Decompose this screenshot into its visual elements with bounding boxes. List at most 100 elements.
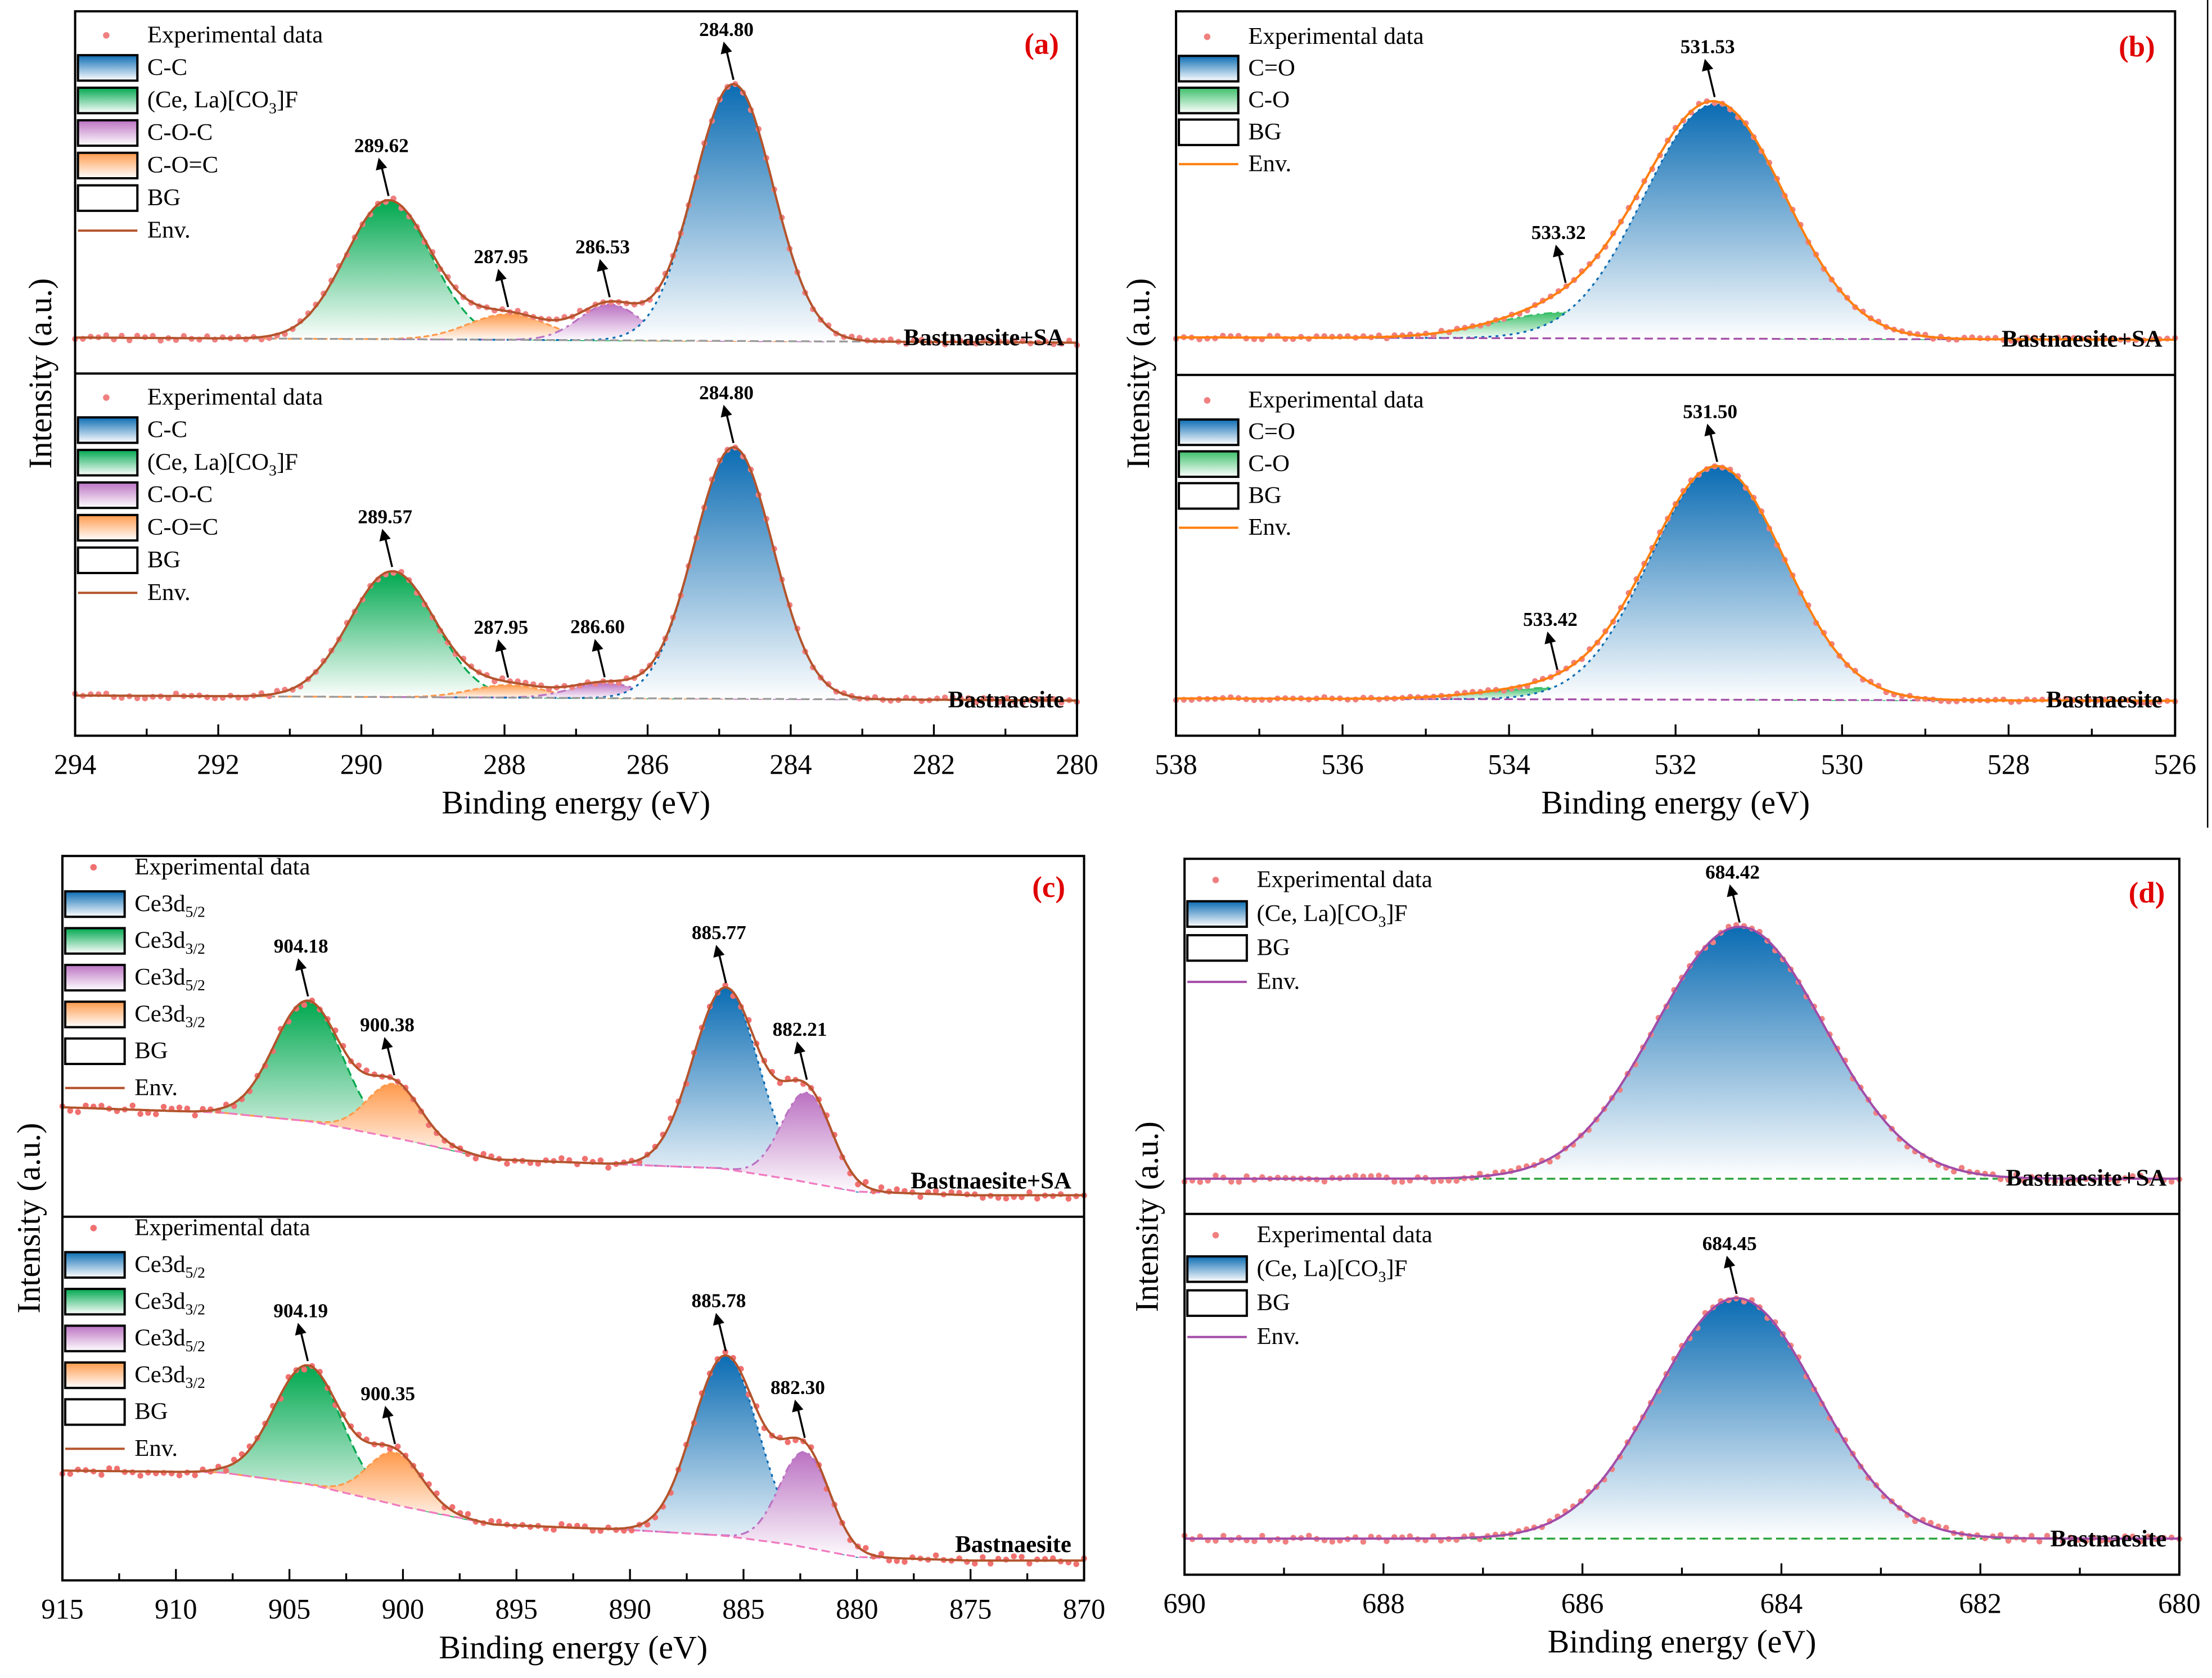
peak-fill [204,1452,586,1528]
legend-label-subscript: 5/2 [186,1337,205,1355]
legend-label-text: BG [147,547,181,573]
experimental-data-point [1065,1196,1072,1202]
legend-item: Ce3d5/2 [64,963,205,994]
legend-label-text: Experimental data [134,854,310,880]
legend-label-suffix: ]F [277,87,298,113]
legend-item: Experimental data [90,1214,310,1241]
legend-item: C-C [76,54,187,82]
experimental-data-point [971,1560,978,1567]
experimental-data-point [2052,1179,2058,1185]
peak-position-label: 287.95 [474,616,528,638]
experimental-data-point [1213,1172,1219,1179]
legend-label-text: (Ce, La)[CO [1256,900,1378,927]
legend-item: Experimental data [103,21,323,48]
legend-item: C-O=C [76,513,218,542]
x-axis-label: Binding energy (eV) [1548,1623,1817,1660]
legend-label-text: BG [1248,119,1281,145]
legend-item: (Ce, La)[CO3]F [76,86,298,116]
sample-label: Bastnaesite+SA [911,1167,1071,1194]
peak-fill [250,685,766,699]
legend-swatch [76,151,139,180]
legend-label: BG [1256,1289,1290,1316]
experimental-data-point [1360,1539,1367,1545]
peak-arrow [718,1321,727,1352]
legend-item: (Ce, La)[CO3]F [1186,900,1407,930]
legend-item: C-O [1178,86,1290,115]
experimental-data-point [1352,1172,1359,1179]
x-tick-label: 294 [54,748,96,780]
experimental-data-point [363,1067,370,1073]
legend-label-text: BG [134,1038,168,1064]
y-axis-label: Intensity (a.u.) [1128,1121,1165,1312]
peak-position-label: 882.30 [771,1377,825,1399]
peak-position-label: 533.32 [1531,222,1586,243]
experimental-data-point [301,1002,308,1008]
peak-position-label: 533.42 [1523,608,1578,630]
legend-label: (Ce, La)[CO3]F [147,87,298,116]
legend-item: Env. [1187,968,1300,995]
experimental-data-point [1026,1560,1033,1567]
experimental-data-point [894,1558,900,1564]
subpanel-top: 533.32 531.53 Bastnaesite+SA Experimental d… [1173,23,2178,352]
legend-label-text: C-O=C [147,514,218,540]
legend-label: C-O [1248,450,1290,477]
legend-label-suffix: ]F [1386,900,1407,927]
subpanel-bottom: 684.45 Bastnaesite Experimental data (Ce, L… [1181,1221,2183,1552]
legend-label-text: Ce3d [134,890,185,917]
legend-item: BG [76,546,181,575]
legend-label-text: BG [1248,482,1281,508]
experimental-data-point [2021,1178,2027,1184]
legend-label-text: Ce3d [134,927,185,954]
peak-position-label: 531.50 [1683,400,1737,422]
peak-arrow [387,1414,397,1445]
x-tick-label: 538 [1155,748,1197,780]
experimental-data-point [628,1527,635,1533]
experimental-data-point [2005,1537,2012,1544]
legend-dot-marker [1212,877,1219,883]
peak-arrow [596,647,606,678]
legend-swatch [76,86,139,115]
experimental-data-point [1329,1539,1336,1545]
legend-dot-marker [90,864,97,871]
legend-swatch [76,513,139,542]
legend-swatch [1178,86,1240,115]
legend-swatch [1178,450,1240,478]
legend-item: Env. [1187,1323,1300,1350]
legend-label: (Ce, La)[CO3]F [1256,1255,1407,1285]
experimental-data-point [1306,1532,1312,1539]
arrow-head-icon [1724,1255,1736,1269]
experimental-data-point [2137,1172,2143,1179]
experimental-data-point [1391,1179,1398,1185]
experimental-data-point [886,1557,893,1564]
legend-item: C-C [76,416,187,444]
x-tick-label: 290 [340,748,382,780]
peak-position-label: 287.95 [474,246,528,268]
legend-label: Experimental data [147,384,323,411]
legend-swatch [64,1288,126,1316]
legend-label-suffix: ]F [277,449,298,475]
legend-label-text: BG [134,1399,168,1425]
arrow-head-icon [720,41,732,55]
legend-swatch [76,546,139,575]
experimental-data-point [152,1111,159,1117]
experimental-data-point [558,1521,565,1527]
experimental-data-point [67,1470,74,1477]
peak-position-label: 286.60 [570,616,625,638]
experimental-data-point [878,1184,885,1190]
legend-swatch [1178,418,1240,446]
peak-position-label: 904.18 [274,935,328,957]
x-tick-label: 526 [2154,748,2196,780]
legend-dot-marker [103,32,110,39]
legend-label-text: Experimental data [147,384,323,411]
envelope-line [62,1354,1084,1562]
peak-fill [69,1365,547,1527]
legend-label-text: Env. [1256,968,1300,995]
sample-label: Bastnaesite+SA [2006,1165,2167,1191]
peak-arrow [1709,432,1718,462]
legend-label-text: (Ce, La)[CO [147,87,269,113]
legend-label-subscript: 3/2 [186,940,205,957]
legend-label-subscript: 3 [1378,1268,1386,1285]
legend-item: Experimental data [90,854,310,880]
peak-position-label: 284.80 [699,19,754,40]
peak-position-label: 684.45 [1702,1233,1757,1255]
